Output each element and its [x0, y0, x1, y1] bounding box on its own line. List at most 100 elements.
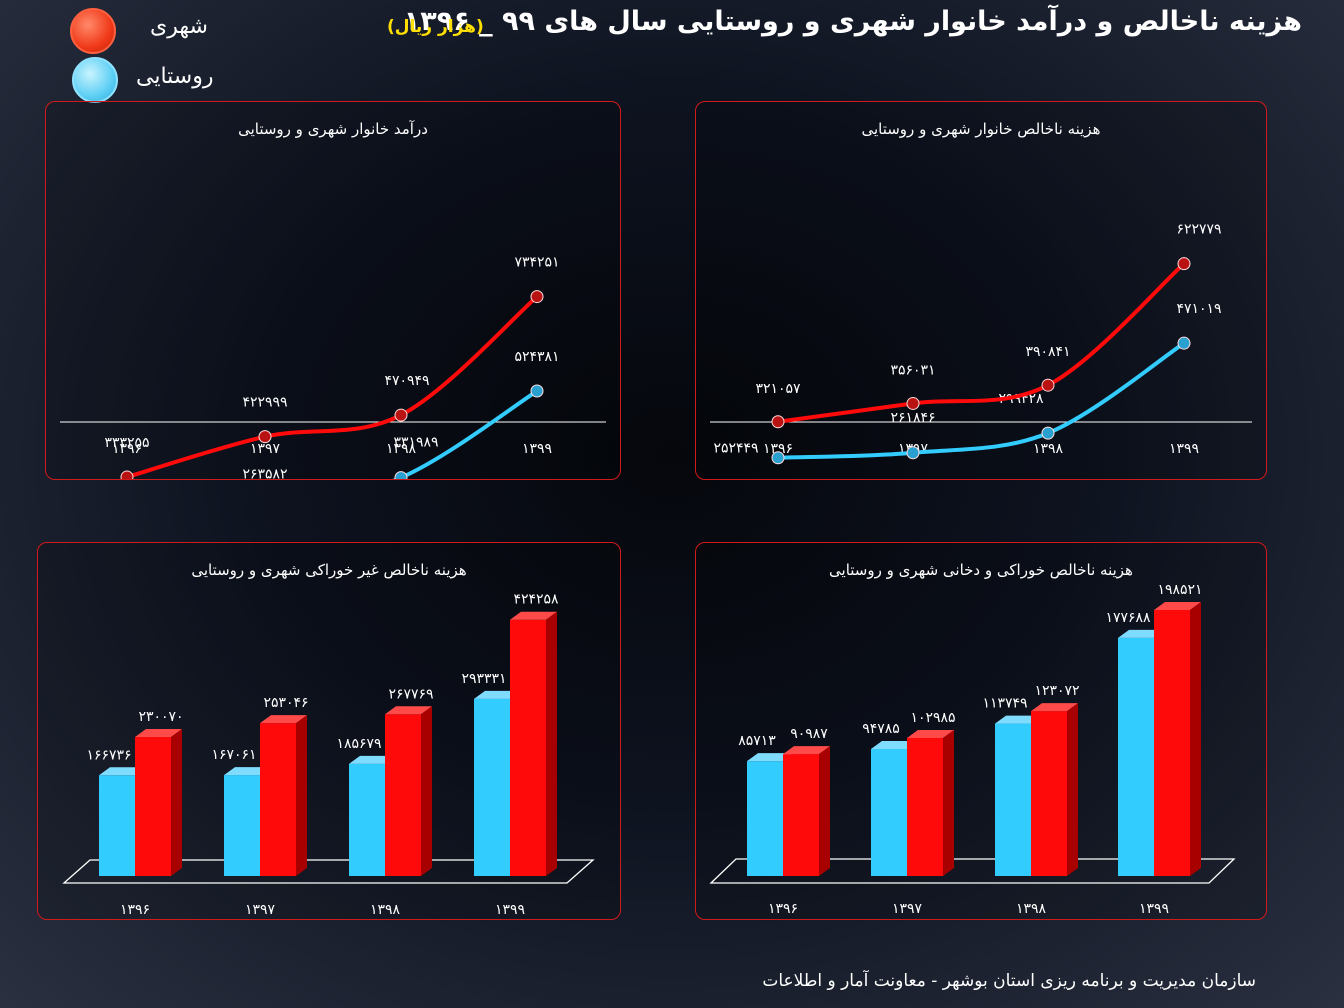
urban-bar: [385, 714, 421, 876]
urban-bar-top: [1154, 601, 1201, 610]
x-tick-label: ۱۳۹۶: [763, 441, 793, 457]
rural-bar-top: [1118, 629, 1165, 638]
urban-bar: [1154, 609, 1190, 876]
urban-bar-label: ۲۳۰۰۷۰: [138, 709, 183, 725]
urban-bar: [1031, 711, 1067, 876]
x-tick-label: ۱۳۹۷: [245, 902, 276, 918]
urban-data-label: ۴۲۲۹۹۹: [242, 395, 287, 411]
rural-bar: [995, 723, 1031, 876]
x-tick-label: ۱۳۹۶: [768, 901, 798, 917]
legend-rural-swatch: [72, 57, 118, 103]
rural-series-line: [776, 341, 1186, 460]
x-tick-label: ۱۳۹۸: [370, 902, 401, 918]
rural-bar-top: [474, 690, 521, 699]
urban-bar-side: [296, 715, 307, 876]
x-tick-label: ۱۳۹۶: [120, 902, 150, 918]
urban-data-label: ۴۷۰۹۴۹: [384, 373, 429, 389]
urban-series-line: [125, 294, 539, 479]
income-chart-title: درآمد خانوار شهری و روستایی: [238, 120, 428, 138]
urban-bar-top: [510, 611, 557, 620]
rural-bar-label: ۲۹۳۳۳۱: [461, 671, 506, 687]
rural-bar-label: ۱۶۷۰۶۱: [211, 747, 256, 763]
rural-series-line: [392, 389, 539, 479]
x-tick-label: ۱۳۹۶: [112, 441, 142, 457]
rural-data-point: [906, 446, 920, 460]
x-tick-label: ۱۳۹۸: [1016, 901, 1047, 917]
rural-bar-top: [224, 767, 271, 776]
expense-chart-panel: هزینه ناخالص خانوار شهری و روستایی ۱۳۹۶ ۱…: [695, 101, 1267, 480]
rural-bar: [99, 775, 135, 876]
rural-bar-top: [349, 755, 396, 764]
x-tick-label: ۱۳۹۸: [1033, 441, 1064, 457]
expense-chart-title: هزینه ناخالص خانوار شهری و روستایی: [861, 120, 1101, 138]
rural-bar-top: [747, 753, 794, 762]
income-chart-panel: درآمد خانوار شهری و روستایی ۱۳۹۶ ۱۳۹۷ ۱۳۹۸…: [45, 101, 621, 480]
urban-data-point: [1041, 378, 1055, 392]
food-chart-title: هزینه ناخالص خوراکی و دخانی شهری و روستا…: [829, 561, 1133, 579]
rural-data-label: ۲۶۳۵۸۲: [242, 466, 287, 479]
rural-bar: [224, 775, 260, 876]
footer-source: سازمان مدیریت و برنامه ریزی استان بوشهر …: [762, 971, 1256, 991]
x-tick-label: ۱۳۹۹: [495, 902, 525, 918]
urban-bar: [260, 723, 296, 876]
urban-data-point: [1177, 257, 1191, 271]
rural-data-label: ۳۳۱۹۸۹: [393, 435, 438, 451]
urban-bar-top: [135, 729, 182, 738]
urban-bar-side: [819, 746, 830, 876]
rural-bar: [349, 763, 385, 876]
rural-bar-label: ۱۶۶۷۳۶: [86, 747, 131, 763]
urban-bar-top: [783, 746, 830, 755]
urban-bar-top: [1031, 703, 1078, 712]
rural-data-point: [1041, 426, 1055, 440]
nonfood-chart-panel: هزینه ناخالص غیر خوراکی شهری و روستایی ۱…: [37, 542, 621, 920]
urban-data-point: [906, 396, 920, 410]
nonfood-chart-title: هزینه ناخالص غیر خوراکی شهری و روستایی: [191, 561, 467, 579]
rural-bar: [474, 698, 510, 876]
legend-rural-label: روستایی: [136, 64, 214, 89]
urban-data-point: [120, 470, 134, 479]
urban-data-label: ۶۲۲۷۷۹: [1176, 222, 1221, 238]
urban-bar: [907, 738, 943, 876]
rural-bar-label: ۱۷۷۶۸۸: [1105, 610, 1151, 626]
urban-data-point: [394, 408, 408, 422]
x-tick-label: ۱۳۹۸: [386, 441, 417, 457]
urban-data-point: [771, 415, 785, 429]
chart-floor: [62, 859, 595, 884]
urban-bar: [135, 737, 171, 876]
rural-bar-label: ۸۵۷۱۳: [738, 733, 776, 749]
urban-bar-top: [385, 706, 432, 715]
urban-bar-label: ۲۵۳۰۴۶: [263, 695, 308, 711]
urban-bar: [510, 619, 546, 876]
x-tick-label: ۱۳۹۹: [1139, 901, 1169, 917]
rural-bar-label: ۱۱۳۷۴۹: [982, 696, 1027, 712]
rural-data-label: ۲۵۲۴۴۹: [713, 441, 758, 457]
urban-bar-side: [421, 706, 432, 876]
chart-floor: [709, 858, 1236, 884]
unit-label: (هزار ریال): [387, 17, 484, 37]
urban-data-point: [530, 290, 544, 304]
rural-bar-top: [99, 767, 146, 776]
urban-data-label: ۳۲۱۰۵۷: [755, 381, 801, 397]
food-chart-panel: هزینه ناخالص خوراکی و دخانی شهری و روستا…: [695, 542, 1267, 920]
urban-series-line: [776, 261, 1186, 424]
rural-data-label: ۴۷۱۰۱۹: [1176, 301, 1221, 317]
urban-data-label: ۳۵۶۰۳۱: [890, 362, 935, 378]
x-tick-label: ۱۳۹۹: [1169, 441, 1199, 457]
urban-bar: [783, 754, 819, 876]
urban-bar-top: [907, 730, 954, 739]
legend-urban-label: شهری: [150, 14, 208, 39]
urban-bar-label: ۱۲۳۰۷۲: [1034, 683, 1079, 699]
food-chart: ۱۳۹۶ ۱۳۹۷ ۱۳۹۸ ۱۳۹۹ ۸۵۷۱۳ ۹۴۷۸۵ ۱۱۳۷۴۹ ۱۷۷۶۸۸ ۹۰…: [709, 582, 1236, 917]
rural-data-label: ۲۶۱۸۴۶: [890, 410, 935, 426]
rural-bar-label: ۹۴۷۸۵: [862, 721, 900, 737]
urban-bar-side: [1190, 601, 1201, 876]
x-tick-label: ۱۳۹۹: [522, 441, 552, 457]
rural-data-point: [530, 384, 544, 398]
legend-urban-swatch: [70, 8, 116, 54]
urban-bar-label: ۹۰۹۸۷: [790, 726, 828, 742]
urban-bar-side: [943, 730, 954, 876]
urban-bar-label: ۱۹۸۵۲۱: [1157, 582, 1202, 598]
rural-data-point: [1177, 336, 1191, 350]
rural-bar-top: [995, 715, 1042, 724]
income-chart: ۱۳۹۶۱۳۹۷۱۳۹۸۱۳۹۹۲۳۰۴۱۶۲۶۳۵۸۲۳۳۱۹۸۹۵۲۴۳۸۱…: [60, 255, 606, 479]
